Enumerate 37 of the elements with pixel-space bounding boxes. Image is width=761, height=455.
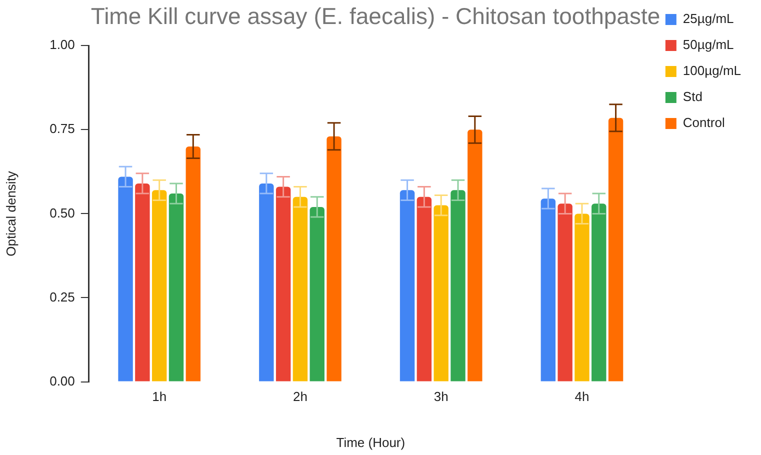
bar <box>152 190 167 382</box>
bar <box>592 204 606 382</box>
bar <box>135 183 150 382</box>
bar <box>574 214 590 382</box>
x-tick-label: 1h <box>152 389 167 404</box>
bar <box>468 130 482 382</box>
y-tick-label: 0.50 <box>50 205 75 220</box>
bar <box>186 146 201 382</box>
x-tick-label: 2h <box>292 389 308 404</box>
legend-label: 25µg/mL <box>682 11 734 26</box>
bar <box>259 183 274 382</box>
y-axis-title: Optical density <box>3 170 18 256</box>
legend-label: Control <box>682 115 725 130</box>
bar <box>118 176 133 382</box>
x-tick-label: 3h <box>434 389 448 404</box>
bar <box>434 205 448 382</box>
y-tick-label: 0.25 <box>50 289 75 304</box>
y-tick-label: 0.00 <box>50 373 75 388</box>
x-axis-title: Time (Hour) <box>336 434 406 450</box>
y-tick-label: 1.00 <box>50 37 75 52</box>
chart-title: Time Kill curve assay (E. faecalis) - Chitosan toothpaste <box>90 3 660 30</box>
bar <box>326 136 342 382</box>
bar <box>168 194 184 382</box>
bar <box>450 190 466 382</box>
bar <box>416 196 432 382</box>
x-tick-label: 4h <box>574 389 590 404</box>
bar <box>400 190 415 382</box>
bar <box>558 204 572 382</box>
bar <box>310 206 324 382</box>
legend-label: Std <box>682 89 702 104</box>
bar <box>608 118 624 382</box>
y-tick-label: 0.75 <box>50 121 75 136</box>
bar <box>292 196 308 382</box>
bar <box>276 186 291 382</box>
legend-label: 100µg/mL <box>682 63 742 78</box>
bar <box>540 198 556 382</box>
legend-label: 50µg/mL <box>682 37 734 52</box>
